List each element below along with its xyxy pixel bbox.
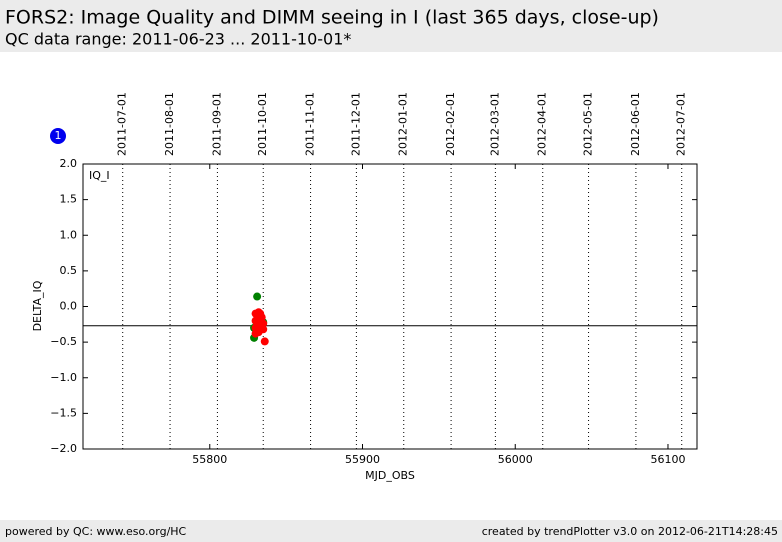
data-point (259, 319, 268, 328)
y-tick-label: 0.0 (60, 300, 78, 313)
data-point (259, 325, 268, 334)
y-tick-label: −2.0 (50, 442, 77, 455)
title: FORS2: Image Quality and DIMM seeing in … (5, 7, 659, 29)
footer-left: powered by QC: www.eso.org/HC (5, 525, 187, 538)
x-axis-label: MJD_OBS (365, 469, 415, 482)
date-tick-label: 2012-07-01 (675, 92, 688, 156)
date-tick-label: 2011-09-01 (210, 92, 223, 156)
badge: 1 (55, 129, 62, 142)
date-tick-label: 2012-04-01 (536, 92, 549, 156)
x-tick-label: 56000 (498, 453, 533, 466)
plot-frame (82, 163, 698, 450)
x-tick-label: 55900 (345, 453, 380, 466)
date-tick-label: 2012-06-01 (629, 92, 642, 156)
date-tick-label: 2012-05-01 (582, 92, 595, 156)
y-tick-label: 1.0 (60, 228, 78, 241)
y-tick-label: −1.0 (50, 371, 77, 384)
badge-circle (50, 128, 66, 144)
subtitle: QC data range: 2011-06-23 ... 2011-10-01… (5, 30, 351, 49)
date-tick-label: 2011-08-01 (163, 92, 176, 156)
date-tick-label: 2012-01-01 (397, 92, 410, 156)
y-axis-label: DELTA_IQ (31, 280, 44, 331)
y-tick-label: 1.5 (60, 193, 78, 206)
date-tick-label: 2012-03-01 (488, 92, 501, 156)
date-tick-label: 2012-02-01 (444, 92, 457, 156)
y-tick-label: −0.5 (50, 335, 77, 348)
date-tick-label: 2011-12-01 (349, 92, 362, 156)
y-tick-label: −1.5 (50, 406, 77, 419)
date-tick-label: 2011-10-01 (256, 92, 269, 156)
date-tick-label: 2011-07-01 (116, 92, 129, 156)
panel-label: IQ_I (89, 169, 110, 182)
y-tick-label: 0.5 (60, 264, 78, 277)
x-tick-label: 56100 (650, 453, 685, 466)
header-band (0, 0, 782, 52)
footer-right: created by trendPlotter v3.0 on 2012-06-… (482, 525, 778, 538)
data-point (257, 313, 266, 322)
y-tick-label: 2.0 (60, 157, 78, 170)
data-point (253, 292, 262, 301)
footer-band (0, 520, 782, 542)
x-tick-label: 55800 (192, 453, 227, 466)
date-tick-label: 2011-11-01 (304, 92, 317, 156)
data-point (260, 337, 269, 346)
